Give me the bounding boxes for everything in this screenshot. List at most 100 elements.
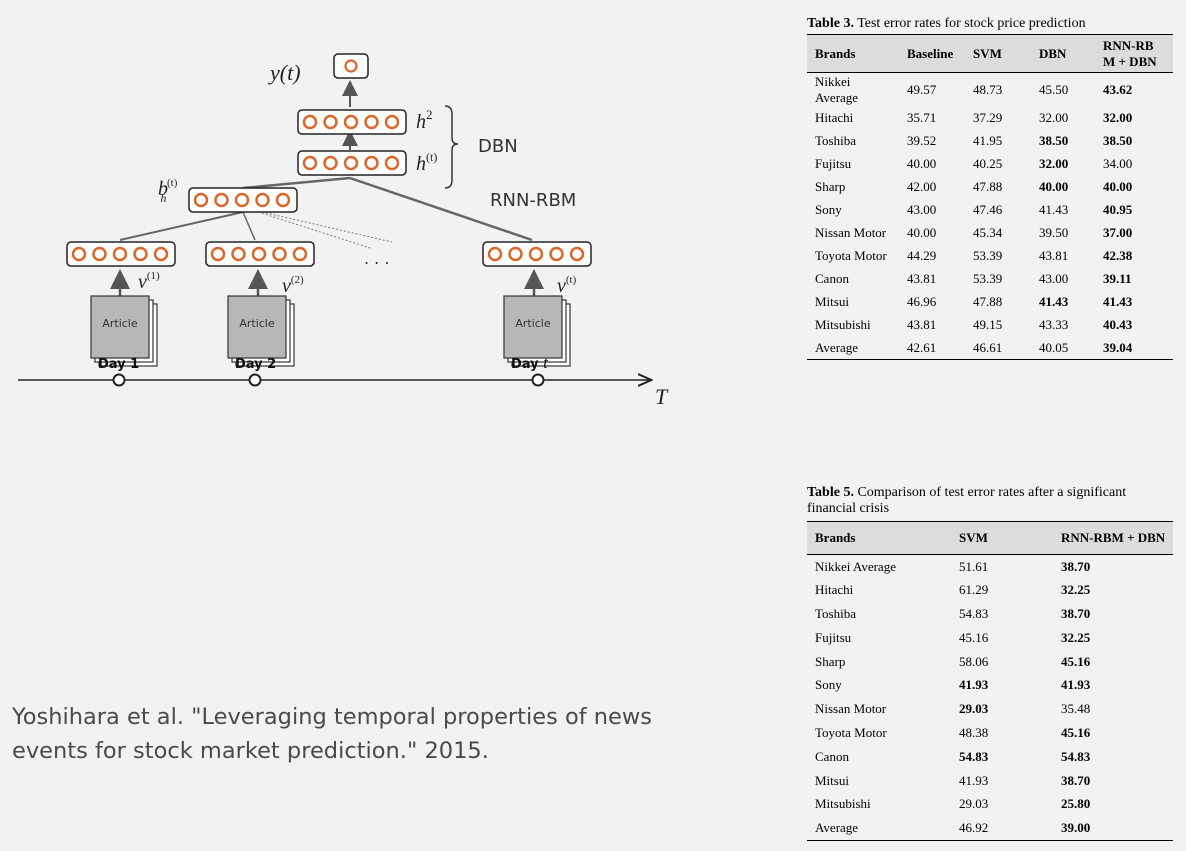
article-label: Article	[239, 317, 275, 330]
cell-svm: 47.88	[973, 294, 1003, 309]
cell-rnn: 32.25	[1061, 629, 1091, 645]
cell-rnn: 45.16	[1061, 653, 1091, 669]
cell-brand: Hitachi	[815, 582, 854, 598]
cell-rnn: 40.43	[1103, 317, 1133, 332]
cell-dbn: 41.43	[1039, 294, 1069, 309]
col-header-rnn-rbm-dbn: RNN-RBM + DBN	[1053, 521, 1173, 555]
neuron-unit	[210, 246, 226, 262]
cell-svm: 37.29	[973, 110, 1003, 125]
cell-rnn: 45.16	[1061, 724, 1091, 740]
cell-brand: Mitsui	[815, 294, 849, 309]
layer-box	[482, 241, 592, 267]
input-layer-t	[482, 241, 592, 267]
cell-rnn: 38.70	[1061, 558, 1091, 574]
input-layer-2	[205, 241, 315, 267]
input-layer-1	[66, 241, 176, 267]
cell-brand: Sharp	[815, 653, 846, 669]
cell-rnn: 32.25	[1061, 582, 1091, 598]
layer-box	[205, 241, 315, 267]
cell-brand: Fujitsu	[815, 156, 852, 171]
article-doc-t: Article Day t	[503, 295, 571, 372]
cell-brand: Sony	[815, 677, 842, 693]
table-row: Sony 43.00 47.46 41.43 40.95	[807, 199, 1173, 222]
table-row: Toyota Motor 44.29 53.39 43.81 42.38	[807, 245, 1173, 268]
layer-box	[188, 187, 298, 213]
cell-dbn: 32.00	[1039, 110, 1069, 125]
cell-brand: Sharp	[815, 179, 846, 194]
cell-svm: 41.93	[959, 677, 989, 693]
cell-brand: Nissan Motor	[815, 701, 887, 717]
cell-svm: 41.93	[959, 772, 989, 788]
col-header-brands: Brands	[807, 521, 951, 555]
cell-rnn: 39.00	[1061, 819, 1091, 835]
col-header-svm: SVM	[951, 521, 1053, 555]
cell-svm: 53.39	[973, 248, 1003, 263]
table-5: Table 5. Comparison of test error rates …	[807, 485, 1173, 841]
cell-baseline: 39.52	[907, 133, 937, 148]
neuron-unit	[272, 246, 287, 262]
cell-baseline: 40.00	[907, 225, 937, 240]
cell-rnn: 43.62	[1103, 81, 1133, 97]
neuron-unit	[528, 246, 544, 262]
cell-svm: 61.29	[959, 582, 989, 598]
cell-svm: 45.34	[973, 225, 1003, 240]
neuron-unit	[364, 114, 379, 130]
table-row: Hitachi 35.71 37.29 32.00 32.00	[807, 107, 1173, 130]
cell-svm: 51.61	[959, 558, 989, 574]
cell-brand: Mitsubishi	[815, 317, 871, 332]
neuron-unit	[323, 155, 338, 171]
cell-dbn: 40.00	[1039, 179, 1069, 194]
neuron-unit	[71, 246, 87, 262]
cell-baseline: 40.00	[907, 156, 937, 171]
neuron-unit	[92, 246, 107, 262]
cell-svm: 47.46	[973, 202, 1003, 217]
cell-svm: 29.03	[959, 796, 989, 812]
table-5-body: Nikkei Average 51.61 38.70 Hitachi 61.29 32.2…	[807, 555, 1173, 841]
table-row: Toshiba 54.83 38.70	[807, 602, 1173, 626]
cell-rnn: 32.00	[1103, 110, 1133, 125]
table-row: Average 46.92 39.00	[807, 816, 1173, 840]
article-label: Article	[515, 317, 551, 330]
table-row: Nissan Motor 29.03 35.48	[807, 697, 1173, 721]
table-row: Fujitsu 40.00 40.25 32.00 34.00	[807, 153, 1173, 176]
neuron-unit	[231, 246, 246, 262]
neuron-unit	[487, 246, 503, 262]
cell-svm: 45.16	[959, 629, 989, 645]
cell-brand: Hitachi	[815, 110, 854, 125]
cell-svm: 54.83	[959, 748, 989, 764]
cell-svm: 41.95	[973, 133, 1003, 148]
table-row: Mitsubishi 29.03 25.80	[807, 792, 1173, 816]
article-page	[227, 295, 287, 359]
cell-rnn: 39.11	[1103, 271, 1132, 286]
table-5-grid: Brands SVM RNN-RBM + DBN Nikkei Average 5…	[807, 521, 1173, 841]
cell-brand: Nikkei Average	[815, 73, 859, 105]
v1-label: v(1)	[138, 270, 160, 293]
cell-brand: Toyota Motor	[815, 248, 887, 263]
article-doc-1: Article Day 1	[90, 295, 158, 372]
cell-rnn: 41.43	[1103, 294, 1133, 309]
col-header-rnn-rbm-dbn: RNN-RB M + DBN	[1095, 34, 1173, 73]
dbn-bracket	[444, 105, 459, 189]
table-row: Nikkei Average 49.57 48.73 45.50 43.62	[807, 73, 1173, 107]
table-row: Mitsubishi 43.81 49.15 43.33 40.43	[807, 314, 1173, 337]
table-row: Hitachi 61.29 32.25	[807, 578, 1173, 602]
table-5-caption: Table 5. Comparison of test error rates …	[807, 485, 1127, 516]
cell-brand: Nikkei Average	[815, 558, 896, 574]
neuron-unit	[251, 246, 267, 262]
hidden-to-rnn-line	[242, 176, 351, 190]
cell-svm: 48.38	[959, 724, 989, 740]
cell-brand: Mitsui	[815, 772, 849, 788]
table-3-body: Nikkei Average 49.57 48.73 45.50 43.62 Hitach…	[807, 73, 1173, 360]
cell-dbn: 43.00	[1039, 271, 1069, 286]
neuron-unit	[343, 155, 359, 171]
cell-baseline: 43.81	[907, 317, 937, 332]
cell-baseline: 43.00	[907, 202, 937, 217]
cell-rnn: 40.95	[1103, 202, 1133, 217]
neuron-unit	[549, 246, 564, 262]
table-row: Nissan Motor 40.00 45.34 39.50 37.00	[807, 222, 1173, 245]
layer-box	[297, 150, 407, 176]
cell-brand: Average	[815, 339, 859, 355]
layer-box	[297, 109, 407, 135]
cell-svm: 47.88	[973, 179, 1003, 194]
cell-rnn: 39.04	[1103, 339, 1133, 355]
